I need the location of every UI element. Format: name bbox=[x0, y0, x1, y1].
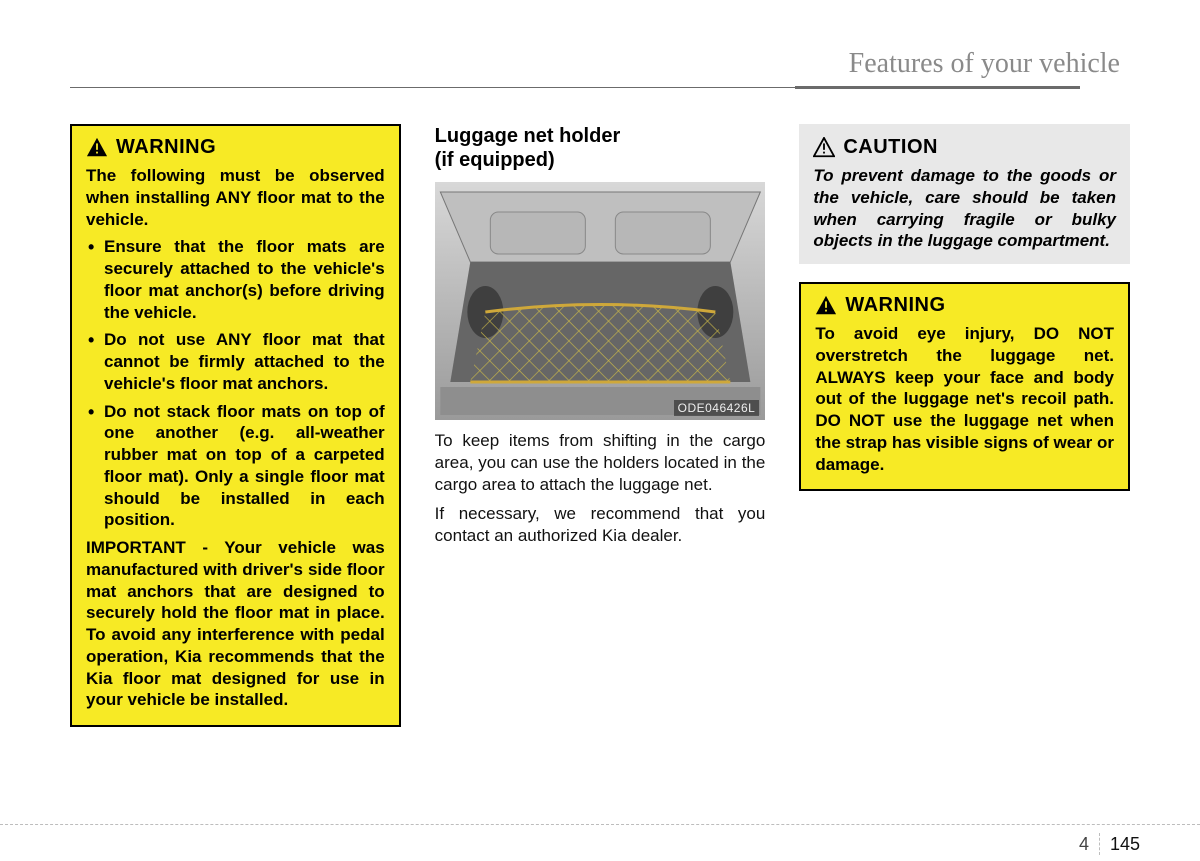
figure-label: ODE046426L bbox=[674, 400, 760, 416]
warning-header: WARNING bbox=[815, 294, 1114, 317]
body-paragraph: To keep items from shifting in the cargo… bbox=[435, 430, 766, 495]
caution-title: CAUTION bbox=[843, 136, 938, 159]
rule-thick bbox=[795, 86, 1080, 89]
warning-bullet: Ensure that the floor mats are securely … bbox=[86, 236, 385, 323]
crop-mark-horizontal bbox=[0, 824, 1200, 825]
warning-important: IMPORTANT - Your vehicle was manufacture… bbox=[86, 537, 385, 711]
caution-body: To prevent damage to the goods or the ve… bbox=[813, 165, 1116, 252]
warning-header: WARNING bbox=[86, 136, 385, 159]
warning-bullet: Do not stack floor mats on top of one an… bbox=[86, 401, 385, 532]
page-header: Features of your vehicle bbox=[70, 48, 1130, 80]
title-line-2: (if equipped) bbox=[435, 149, 555, 171]
warning-bullet-list: Ensure that the floor mats are securely … bbox=[86, 236, 385, 531]
warning-triangle-icon bbox=[815, 296, 837, 316]
warning-bullet: Do not use ANY floor mat that cannot be … bbox=[86, 329, 385, 394]
body-paragraph: If necessary, we recommend that you cont… bbox=[435, 503, 766, 547]
header-rule bbox=[70, 86, 1130, 88]
warning-title: WARNING bbox=[845, 294, 945, 317]
rule-thin bbox=[70, 87, 795, 88]
page-number-separator bbox=[1099, 833, 1100, 855]
column-3: CAUTION To prevent damage to the goods o… bbox=[799, 124, 1130, 727]
content-columns: WARNING The following must be observed w… bbox=[70, 124, 1130, 727]
warning-box-net: WARNING To avoid eye injury, DO NOT over… bbox=[799, 282, 1130, 491]
page-number: 4 145 bbox=[1079, 833, 1140, 855]
chapter-number: 4 bbox=[1079, 834, 1089, 855]
luggage-net-title: Luggage net holder (if equipped) bbox=[435, 124, 766, 172]
warning-box-floor-mats: WARNING The following must be observed w… bbox=[70, 124, 401, 727]
warning-body: To avoid eye injury, DO NOT overstretch … bbox=[815, 323, 1114, 475]
column-1: WARNING The following must be observed w… bbox=[70, 124, 401, 727]
caution-header: CAUTION bbox=[813, 136, 1116, 159]
section-title: Features of your vehicle bbox=[849, 48, 1120, 80]
title-line-1: Luggage net holder bbox=[435, 125, 621, 147]
warning-intro: The following must be observed when inst… bbox=[86, 165, 385, 230]
manual-page: Features of your vehicle WARNING The fol… bbox=[0, 0, 1200, 861]
warning-triangle-icon bbox=[86, 138, 108, 158]
caution-box: CAUTION To prevent damage to the goods o… bbox=[799, 124, 1130, 264]
caution-triangle-icon bbox=[813, 138, 835, 158]
page-number-value: 145 bbox=[1110, 834, 1140, 855]
column-2: Luggage net holder (if equipped) bbox=[435, 124, 766, 727]
warning-title: WARNING bbox=[116, 136, 216, 159]
cargo-area-figure: ODE046426L bbox=[435, 182, 766, 420]
warning-body: The following must be observed when inst… bbox=[86, 165, 385, 711]
